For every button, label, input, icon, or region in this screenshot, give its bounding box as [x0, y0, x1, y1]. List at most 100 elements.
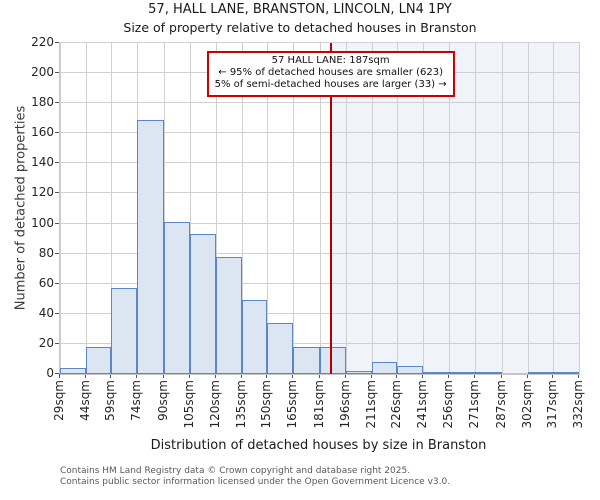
histogram-bar	[137, 119, 165, 374]
x-axis-tick	[240, 374, 242, 378]
x-axis-ticks	[59, 374, 579, 378]
x-tick-label: 211sqm	[363, 380, 378, 429]
x-axis-tick	[59, 374, 60, 378]
x-gridline	[579, 43, 580, 374]
x-gridline	[448, 43, 450, 374]
chart-title: 57, HALL LANE, BRANSTON, LINCOLN, LN4 1P…	[148, 2, 452, 17]
x-axis-tick	[266, 374, 268, 378]
x-gridline	[320, 43, 322, 374]
x-tick-label: 59sqm	[103, 380, 118, 421]
histogram-bar	[60, 367, 86, 374]
footer-line-2: Contains public sector information licen…	[60, 477, 451, 488]
y-tick-label: 180	[31, 95, 54, 110]
x-axis-title: Distribution of detached houses by size …	[150, 438, 487, 453]
x-gridline	[527, 43, 529, 374]
histogram-bar	[85, 346, 112, 374]
license-footer: Contains HM Land Registry data © Crown c…	[60, 466, 450, 489]
x-tick-label: 105sqm	[182, 380, 197, 429]
x-gridline	[423, 43, 425, 374]
x-tick-label: 135sqm	[233, 380, 248, 429]
x-axis-line	[60, 373, 579, 375]
x-gridline	[292, 43, 294, 374]
y-axis-tick	[55, 282, 59, 284]
x-axis-tick	[345, 374, 347, 378]
y-axis-tick	[55, 42, 59, 43]
y-axis-tick	[55, 162, 59, 164]
histogram-bar	[164, 222, 191, 374]
y-tick-label: 80	[38, 245, 54, 260]
y-gridline	[60, 42, 579, 43]
y-axis-tick	[55, 252, 59, 254]
histogram-bar	[397, 366, 424, 374]
y-tick-label: 120	[31, 185, 54, 200]
histogram-bar	[267, 322, 293, 374]
x-tick-label: 332sqm	[571, 380, 585, 429]
x-axis-tick	[214, 374, 216, 378]
histogram-bar	[371, 361, 398, 374]
x-gridline	[397, 43, 399, 374]
x-axis-tick	[447, 374, 449, 378]
x-gridline	[111, 43, 113, 374]
histogram-bar	[553, 372, 579, 374]
chart-subtitle: Size of property relative to detached ho…	[123, 20, 477, 35]
x-axis-tick	[552, 374, 554, 378]
x-tick-label: 165sqm	[284, 380, 299, 429]
x-axis-tick	[291, 374, 293, 378]
histogram-bar	[346, 371, 372, 374]
x-axis-tick	[189, 374, 191, 378]
x-axis-tick	[163, 374, 165, 378]
x-tick-label: 241sqm	[415, 380, 430, 429]
histogram-bar	[527, 372, 554, 374]
annotation-line-2: ← 95% of detached houses are smaller (62…	[218, 67, 443, 79]
y-axis-tick	[55, 192, 59, 194]
y-axis-tick	[55, 373, 59, 374]
histogram-bar	[215, 256, 242, 374]
y-tick-label: 140	[31, 155, 54, 170]
x-tick-label: 256sqm	[440, 380, 455, 429]
histogram-bar	[190, 234, 216, 374]
y-axis-tick	[55, 72, 59, 74]
x-tick-label: 44sqm	[77, 380, 92, 421]
y-axis-tick	[55, 342, 59, 344]
x-gridline	[474, 43, 476, 374]
x-axis-tick	[319, 374, 321, 378]
x-axis-tick	[110, 374, 112, 378]
y-tick-label: 200	[31, 65, 54, 80]
x-tick-label: 120sqm	[207, 380, 222, 429]
x-gridline	[501, 43, 503, 374]
x-tick-label: 317sqm	[545, 380, 560, 429]
y-tick-label: 160	[31, 125, 54, 140]
histogram-bar	[292, 346, 321, 374]
x-axis-tick	[370, 374, 372, 378]
histogram-bar	[320, 346, 347, 374]
histogram-bar	[423, 372, 449, 374]
annotation-line-3: 5% of semi-detached houses are larger (3…	[214, 79, 447, 91]
x-tick-label: 150sqm	[259, 380, 274, 429]
x-gridline	[553, 43, 555, 374]
x-axis-tick	[473, 374, 475, 378]
x-tick-label: 29sqm	[52, 380, 66, 421]
x-axis-tick	[136, 374, 138, 378]
x-tick-label: 302sqm	[519, 380, 534, 429]
y-axis-tick	[55, 222, 59, 224]
y-tick-label: 60	[38, 275, 54, 290]
histogram-bar	[111, 288, 138, 374]
x-tick-label: 196sqm	[338, 380, 353, 429]
x-gridline	[164, 43, 166, 374]
annotation-line-1: 57 HALL LANE: 187sqm	[271, 55, 390, 66]
y-gridline	[60, 222, 579, 224]
y-axis-tick	[55, 312, 59, 314]
x-axis-tick	[84, 374, 86, 378]
x-gridline	[190, 43, 192, 374]
x-gridline	[85, 43, 87, 374]
x-axis-tick-labels: 29sqm 44sqm 59sqm 74sqm 90sqm 105sqm 120sqm 135…	[52, 380, 585, 436]
x-axis-tick	[396, 374, 398, 378]
x-gridline	[215, 43, 217, 374]
x-tick-label: 271sqm	[466, 380, 481, 429]
y-tick-label: 20	[38, 335, 54, 350]
y-axis-tick	[55, 102, 59, 104]
y-tick-label: 40	[38, 305, 54, 320]
y-axis-tick	[55, 132, 59, 134]
x-axis-tick	[526, 374, 528, 378]
